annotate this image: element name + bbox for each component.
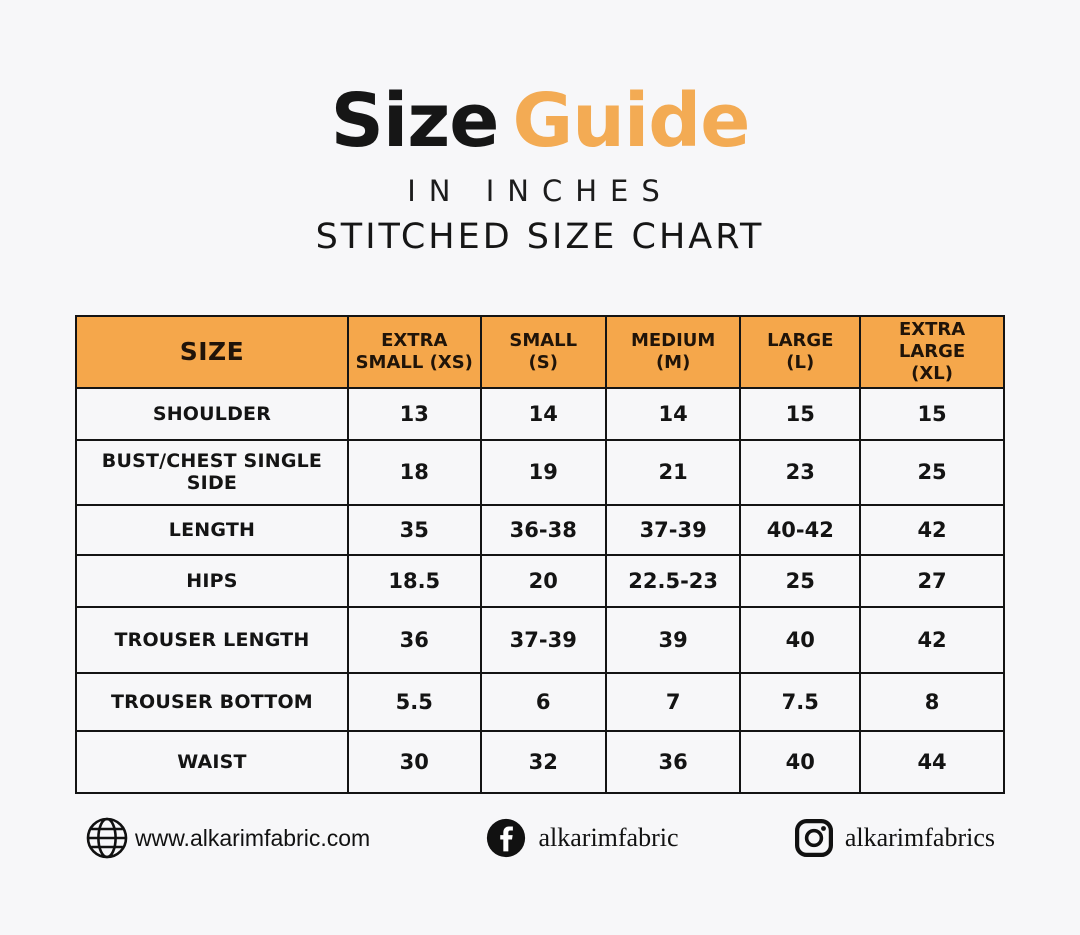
size-value: 42: [859, 605, 1005, 674]
size-value: 18: [346, 438, 482, 506]
size-value: 25: [739, 553, 862, 608]
col-header-size: SIZE: [75, 315, 349, 389]
size-value: 15: [859, 386, 1005, 441]
size-value: 27: [859, 553, 1005, 608]
size-value: 25: [859, 438, 1005, 506]
row-label: SHOULDER: [75, 386, 349, 441]
website-url: www.alkarimfabric.com: [135, 824, 371, 851]
size-value: 15: [739, 386, 862, 441]
footer: www.alkarimfabric.com alkarimfabric: [0, 812, 1080, 864]
table-row-hips: HIPS 18.5 20 22.5-23 25 27: [75, 553, 1005, 608]
size-value: 8: [859, 671, 1005, 732]
row-label: TROUSER LENGTH: [75, 605, 349, 674]
size-value: 20: [479, 553, 607, 608]
col-header-large: LARGE (L): [739, 315, 862, 389]
size-value: 32: [479, 729, 607, 794]
website-contact: www.alkarimfabric.com: [85, 816, 370, 860]
row-label: WAIST: [75, 729, 349, 794]
size-value: 36: [346, 605, 482, 674]
subtitle-stitched-size-chart: STITCHED SIZE CHART: [315, 217, 765, 257]
col-header-extra-small: EXTRA SMALL (XS): [346, 315, 482, 389]
size-value: 21: [604, 438, 742, 506]
size-value: 14: [479, 386, 607, 441]
facebook-contact: alkarimfabric: [486, 818, 679, 858]
size-value: 23: [739, 438, 862, 506]
size-value: 37-39: [604, 503, 742, 556]
row-label: TROUSER BOTTOM: [75, 671, 349, 732]
size-value: 6: [479, 671, 607, 732]
row-label: HIPS: [75, 553, 349, 608]
size-value: 40: [739, 605, 862, 674]
title-word-guide: Guide: [512, 78, 750, 164]
size-value: 22.5-23: [604, 553, 742, 608]
size-value: 42: [859, 503, 1005, 556]
facebook-icon: [486, 818, 526, 858]
row-label: BUST/CHEST SINGLE SIDE: [75, 438, 349, 506]
facebook-handle: alkarimfabric: [538, 823, 679, 852]
size-value: 40: [739, 729, 862, 794]
size-value: 39: [604, 605, 742, 674]
col-header-extra-large: EXTRA LARGE (XL): [859, 315, 1005, 389]
table-row-waist: WAIST 30 32 36 40 44: [75, 729, 1005, 794]
table-row-length: LENGTH 35 36-38 37-39 40-42 42: [75, 503, 1005, 556]
size-value: 14: [604, 386, 742, 441]
instagram-icon: [794, 819, 833, 857]
row-label: LENGTH: [75, 503, 349, 556]
subtitle-in-inches: IN INCHES: [407, 174, 673, 208]
instagram-contact: alkarimfabrics: [794, 819, 995, 857]
globe-icon: [85, 816, 129, 860]
table-row-bust-chest: BUST/CHEST SINGLE SIDE 18 19 21 23 25: [75, 438, 1005, 506]
size-value: 35: [346, 503, 482, 556]
table-row-trouser-bottom: TROUSER BOTTOM 5.5 6 7 7.5 8: [75, 671, 1005, 732]
size-value: 36-38: [479, 503, 607, 556]
size-value: 40-42: [739, 503, 862, 556]
size-value: 37-39: [479, 605, 607, 674]
instagram-handle: alkarimfabrics: [844, 823, 995, 852]
size-value: 5.5: [346, 671, 482, 732]
size-value: 19: [479, 438, 607, 506]
size-value: 36: [604, 729, 742, 794]
page-title: Size Guide: [0, 83, 1080, 159]
size-value: 30: [346, 729, 482, 794]
col-header-medium: MEDIUM (M): [604, 315, 742, 389]
col-header-small: SMALL (S): [479, 315, 607, 389]
size-value: 7: [604, 671, 742, 732]
table-row-trouser-length: TROUSER LENGTH 36 37-39 39 40 42: [75, 605, 1005, 674]
table-header-row: SIZE EXTRA SMALL (XS) SMALL (S) MEDIUM (M) …: [75, 315, 1005, 389]
size-value: 18.5: [346, 553, 482, 608]
table-row-shoulder: SHOULDER 13 14 14 15 15: [75, 386, 1005, 441]
size-value: 7.5: [739, 671, 862, 732]
size-chart-table: SIZE EXTRA SMALL (XS) SMALL (S) MEDIUM (M) …: [75, 315, 1005, 794]
size-value: 44: [859, 729, 1005, 794]
title-word-size: Size: [330, 78, 500, 164]
size-value: 13: [346, 386, 482, 441]
